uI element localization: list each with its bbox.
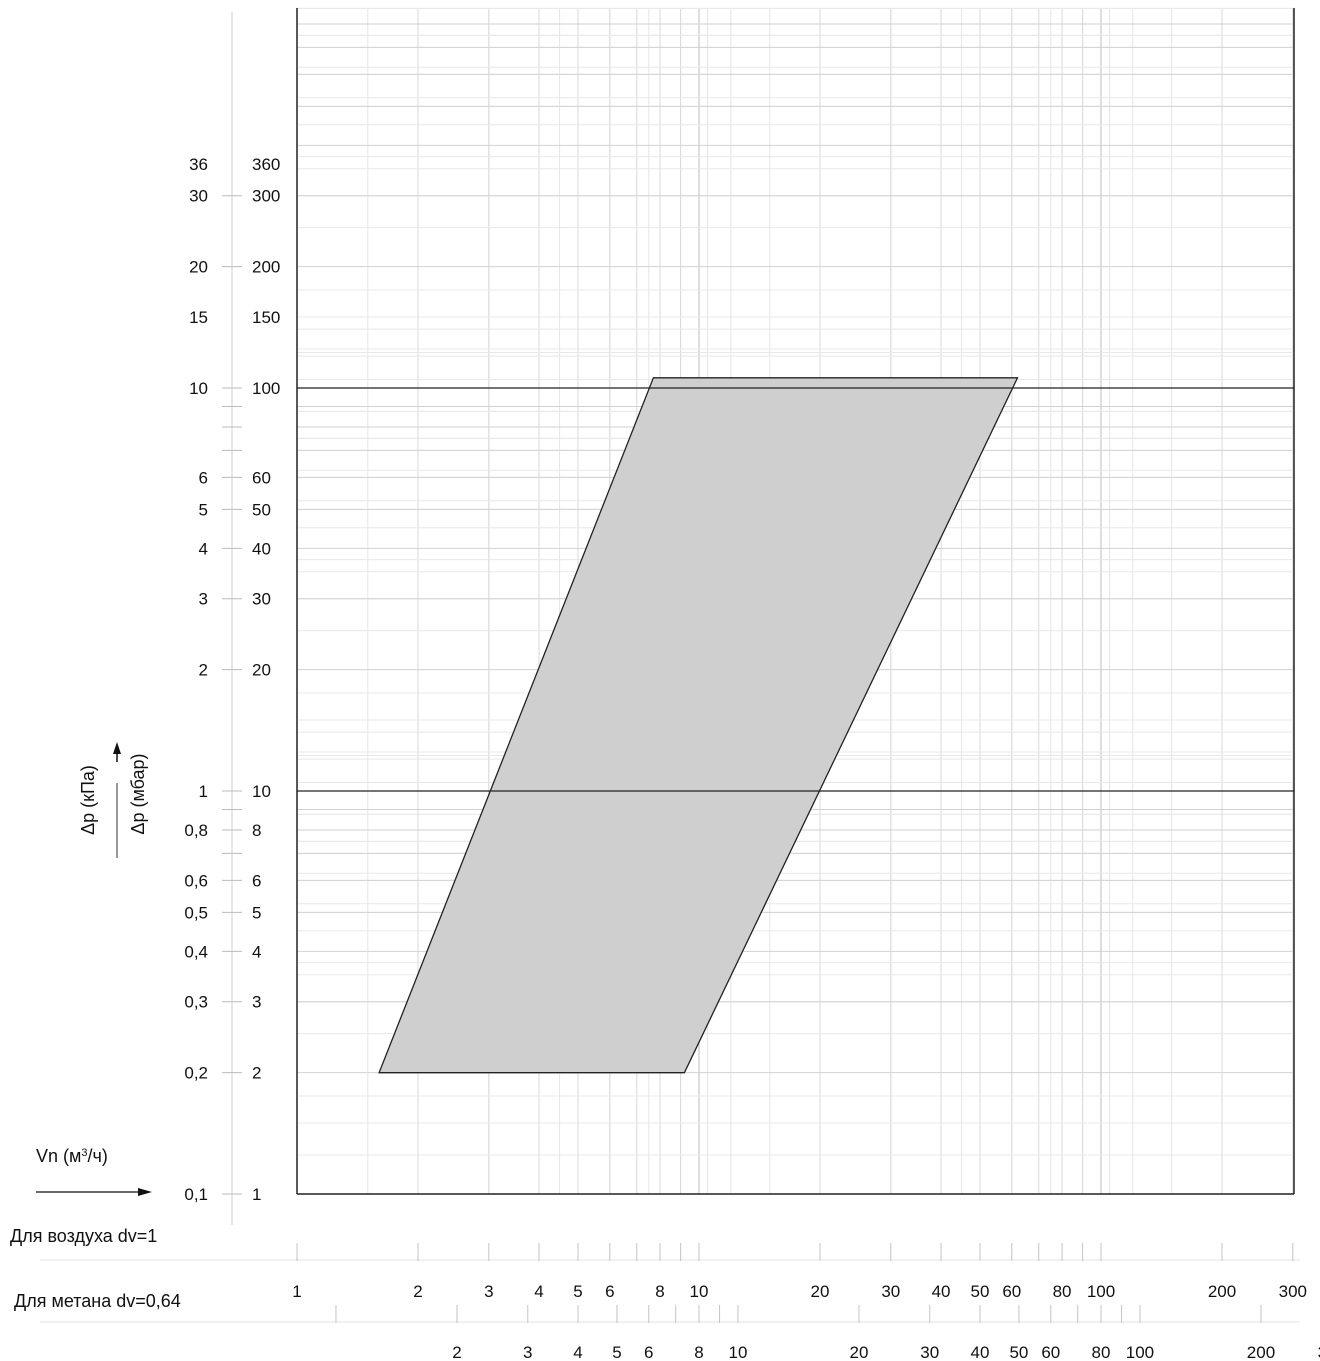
air-axis-tick-labels: 1 2 3 4 5 6 8 10 20 30 40 50 60 80 100 200 300 [40,1243,1307,1301]
mbar-tick-label: 150 [252,308,280,327]
kpa-tick-label: 6 [199,468,208,487]
mbar-tick-label: 40 [252,539,271,558]
mbar-tick-labels: 1 2 3 4 5 6 8 10 20 30 40 50 60 100 150 200 300 360 [252,155,280,1204]
axes [222,8,1295,1225]
mbar-tick-label: 10 [252,782,271,801]
mbar-tick-label: 2 [252,1064,261,1083]
mbar-tick-label: 6 [252,871,261,890]
mbar-axis-label: Δp (мбар) [128,753,148,834]
mbar-tick-label: 3 [252,993,261,1012]
kpa-tick-label: 5 [199,500,208,519]
air-tick-label: 30 [881,1282,900,1301]
kpa-tick-label: 0,3 [184,993,208,1012]
mbar-tick-label: 200 [252,258,280,277]
kpa-tick-label: 15 [189,308,208,327]
methane-tick-label: 6 [644,1343,653,1361]
air-tick-label: 8 [655,1282,664,1301]
kpa-tick-label: 36 [189,155,208,174]
air-tick-label: 60 [1002,1282,1021,1301]
mbar-tick-label: 30 [252,590,271,609]
methane-tick-label: 80 [1092,1343,1111,1361]
x-arrow-head [138,1188,152,1196]
air-tick-label: 20 [811,1282,830,1301]
mbar-tick-label: 300 [252,187,280,206]
kpa-tick-label: 0,6 [184,871,208,890]
methane-tick-label: 20 [850,1343,869,1361]
methane-axis-label: Для метана dv=0,64 [14,1291,181,1311]
air-tick-label: 1 [292,1282,301,1301]
mbar-tick-label: 8 [252,821,261,840]
methane-tick-label: 3 [523,1343,532,1361]
air-tick-label: 4 [534,1282,543,1301]
methane-tick-label: 40 [971,1343,990,1361]
mbar-tick-label: 50 [252,500,271,519]
mbar-tick-label: 360 [252,155,280,174]
methane-tick-label: 30 [920,1343,939,1361]
kpa-tick-label: 10 [189,379,208,398]
kpa-tick-label: 2 [199,661,208,680]
methane-tick-label: 2 [452,1343,461,1361]
methane-tick-label: 8 [694,1343,703,1361]
kpa-tick-label: 0,8 [184,821,208,840]
air-tick-label: 3 [484,1282,493,1301]
air-tick-label: 100 [1087,1282,1115,1301]
air-tick-label: 40 [932,1282,951,1301]
air-tick-label: 50 [971,1282,990,1301]
air-tick-label: 200 [1208,1282,1236,1301]
mbar-tick-label: 5 [252,903,261,922]
air-axis-label: Для воздуха dv=1 [10,1226,158,1246]
kpa-tick-label: 0,5 [184,903,208,922]
air-tick-label: 5 [573,1282,582,1301]
kpa-tick-label: 4 [199,539,208,558]
air-tick-label: 2 [413,1282,422,1301]
kpa-tick-label: 0,4 [184,942,208,961]
mbar-tick-label: 4 [252,942,261,961]
vn-axis-label: Vn (м3/ч) [36,1146,108,1166]
methane-tick-label: 5 [612,1343,621,1361]
methane-tick-label: 100 [1126,1343,1154,1361]
methane-tick-label: 50 [1009,1343,1028,1361]
kpa-axis-label: Δp (кПа) [78,765,98,835]
methane-tick-label: 60 [1041,1343,1060,1361]
kpa-tick-label: 1 [199,782,208,801]
mbar-tick-label: 20 [252,661,271,680]
kpa-tick-label: 3 [199,590,208,609]
mbar-tick-label: 1 [252,1185,261,1204]
operating-region [378,377,1019,1074]
kpa-tick-label: 20 [189,258,208,277]
mbar-tick-label: 60 [252,468,271,487]
methane-tick-label: 200 [1247,1343,1275,1361]
methane-tick-label: 4 [573,1343,582,1361]
air-tick-label: 6 [605,1282,614,1301]
methane-tick-label: 300 [1318,1343,1320,1361]
kpa-tick-labels: 0,1 0,2 0,3 0,4 0,5 0,6 0,8 1 2 3 4 5 6 10 15 20 30 36 [184,155,208,1204]
methane-axis-tick-labels: 2 3 4 5 6 8 10 20 30 40 50 60 80 100 200 300 [40,1305,1320,1361]
kpa-tick-label: 0,2 [184,1064,208,1083]
air-tick-label: 80 [1053,1282,1072,1301]
mbar-tick-label: 100 [252,379,280,398]
air-tick-label: 10 [690,1282,709,1301]
methane-tick-label: 10 [728,1343,747,1361]
air-tick-label: 300 [1279,1282,1307,1301]
kpa-tick-label: 0,1 [184,1185,208,1204]
kpa-tick-label: 30 [189,187,208,206]
y-arrow-head [113,742,121,754]
